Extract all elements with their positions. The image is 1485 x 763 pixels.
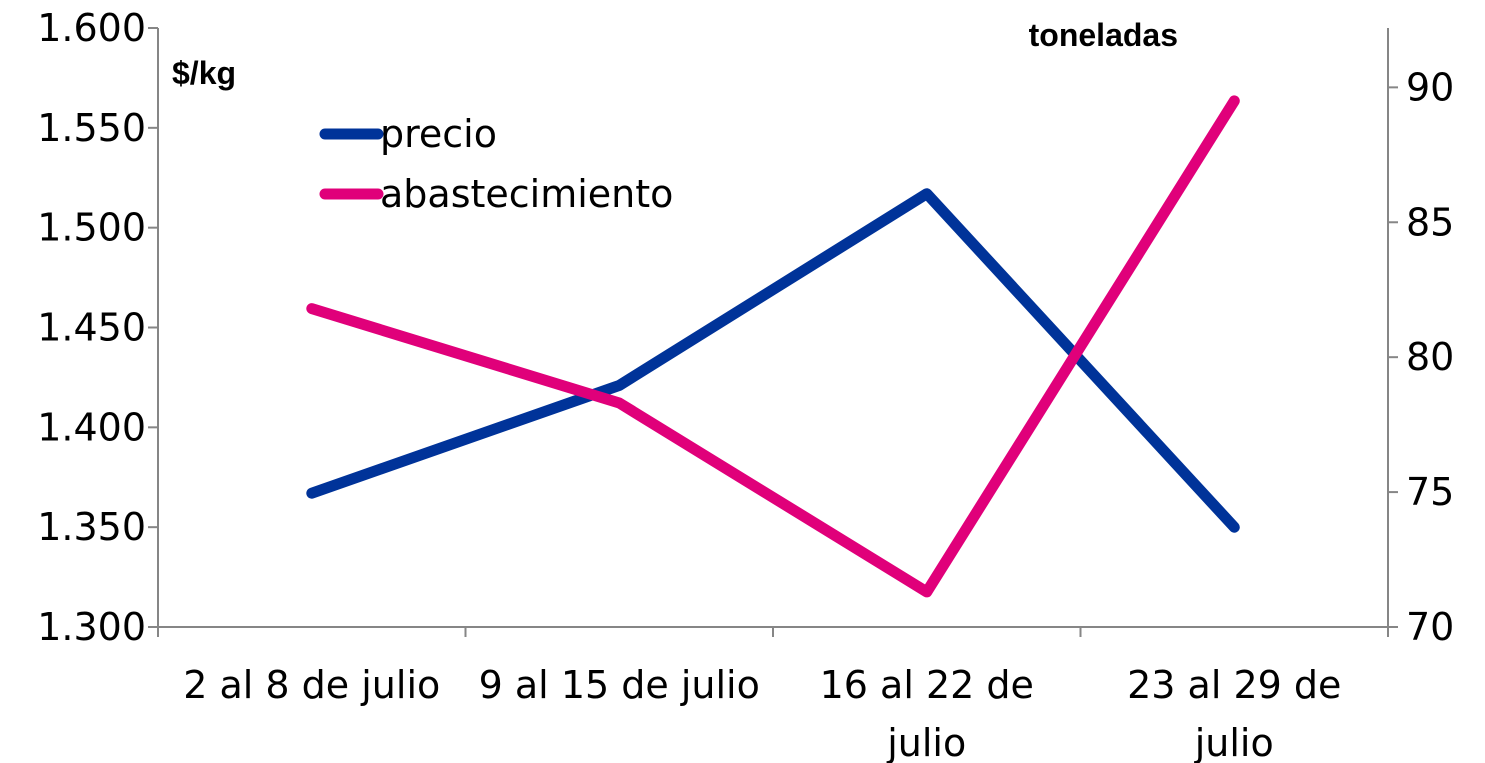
data-point-precio xyxy=(618,384,621,387)
category-label: 23 al 29 de xyxy=(1127,663,1341,707)
left-tick-label: 1.600 xyxy=(37,6,146,50)
category-label: 2 al 8 de julio xyxy=(183,663,440,707)
left-tick-label: 1.550 xyxy=(37,106,146,150)
data-point-abastecimiento xyxy=(925,590,928,593)
legend: precio abastecimiento xyxy=(319,112,673,216)
category-labels: 2 al 8 de julio 9 al 15 de julio 16 al 22 … xyxy=(183,663,1341,763)
legend-label-abastecimiento: abastecimiento xyxy=(380,172,673,216)
data-point-abastecimiento xyxy=(310,307,313,310)
right-axis-ticks: 70 75 80 85 90 xyxy=(1388,65,1454,649)
data-point-abastecimiento xyxy=(618,402,621,405)
left-tick-label: 1.500 xyxy=(37,206,146,250)
left-tick-label: 1.350 xyxy=(37,505,146,549)
series-line-precio xyxy=(306,188,1240,533)
data-point-precio xyxy=(310,492,313,495)
category-label: julio xyxy=(1194,721,1274,763)
axes xyxy=(157,28,1389,637)
left-tick-label: 1.400 xyxy=(37,405,146,449)
right-axis-unit-label: toneladas xyxy=(1029,17,1178,53)
data-point-precio xyxy=(1233,526,1236,529)
legend-label-precio: precio xyxy=(380,112,497,156)
right-tick-label: 85 xyxy=(1406,200,1454,244)
right-tick-label: 80 xyxy=(1406,335,1454,379)
left-axis-ticks: 1.300 1.350 1.400 1.450 1.500 1.550 1.600 xyxy=(37,6,158,649)
right-tick-label: 70 xyxy=(1406,605,1454,649)
data-point-abastecimiento xyxy=(1233,99,1236,102)
right-tick-label: 75 xyxy=(1406,470,1454,514)
left-tick-label: 1.450 xyxy=(37,306,146,350)
left-tick-label: 1.300 xyxy=(37,605,146,649)
right-tick-label: 90 xyxy=(1406,65,1454,109)
category-label: 16 al 22 de xyxy=(820,663,1034,707)
category-label: 9 al 15 de julio xyxy=(479,663,760,707)
category-label: julio xyxy=(886,721,966,763)
left-axis-unit-label: $/kg xyxy=(172,55,236,91)
data-point-precio xyxy=(925,192,928,195)
series-lines xyxy=(306,95,1240,598)
series-line-abastecimiento xyxy=(306,95,1240,598)
